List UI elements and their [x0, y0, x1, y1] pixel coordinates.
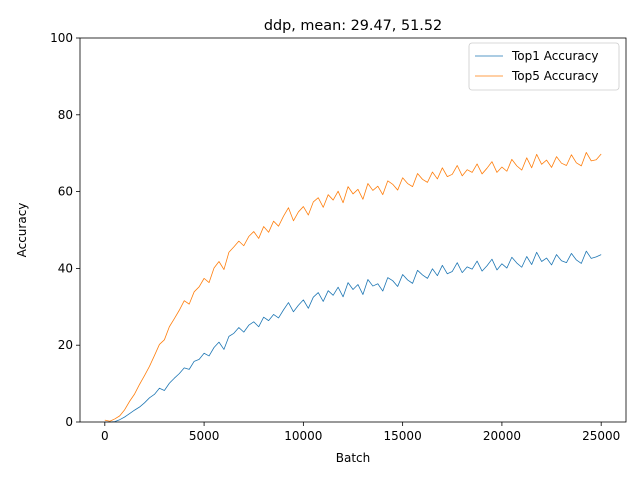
y-tick-label-3: 60: [58, 185, 73, 199]
legend-label-1: Top5 Accuracy: [511, 69, 598, 83]
y-tick-label-1: 20: [58, 338, 73, 352]
x-tick-label-5: 25000: [582, 429, 620, 443]
legend: Top1 Accuracy Top5 Accuracy: [468, 42, 620, 91]
legend-box: [468, 42, 620, 91]
y-tick-label-2: 40: [58, 261, 73, 275]
x-axis-label: Batch: [336, 451, 371, 465]
y-tick-label-4: 80: [58, 108, 73, 122]
axes-frame: [79, 37, 627, 423]
chart-title: ddp, mean: 29.47, 51.52: [264, 18, 442, 34]
y-tick-label-0: 0: [65, 415, 73, 429]
series-line-1: [104, 152, 602, 422]
y-ticks: 0 20 40 60 80 100: [50, 31, 80, 429]
x-tick-label-2: 10000: [284, 429, 322, 443]
x-ticks: 0 5000 10000 15000 20000 25000: [101, 422, 620, 443]
x-tick-label-3: 15000: [384, 429, 422, 443]
series-line-0: [104, 250, 602, 423]
x-tick-label-0: 0: [101, 429, 109, 443]
plot-area: [80, 38, 626, 422]
x-tick-label-4: 20000: [483, 429, 521, 443]
y-axis-label: Accuracy: [15, 203, 29, 258]
series-layer: [104, 152, 602, 423]
y-tick-label-5: 100: [50, 31, 73, 45]
legend-label-0: Top1 Accuracy: [511, 49, 598, 63]
x-tick-label-1: 5000: [189, 429, 220, 443]
